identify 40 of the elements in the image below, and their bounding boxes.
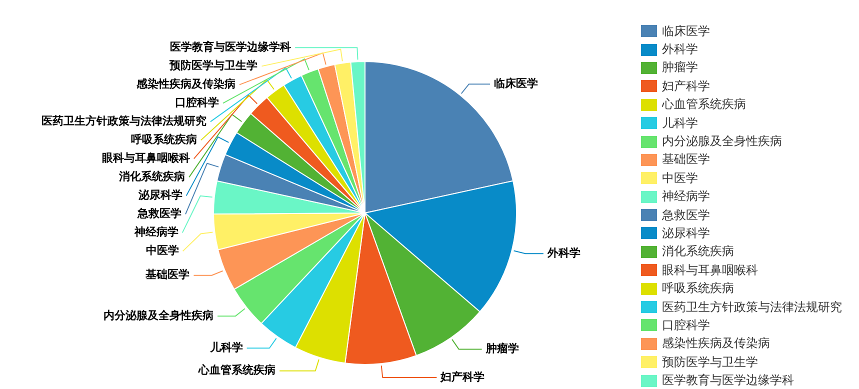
- legend-label: 临床医学: [662, 22, 710, 40]
- legend-label: 神经病学: [662, 188, 710, 206]
- slice-label: 眼科与耳鼻咽喉科: [102, 152, 190, 165]
- slice-label: 内分泌腺及全身性疾病: [104, 308, 214, 322]
- slice-label: 基础医学: [144, 268, 190, 282]
- legend-label: 消化系统疾病: [662, 243, 734, 260]
- slice-label: 急救医学: [136, 207, 182, 220]
- slice-label: 医药卫生方针政策与法律法规研究: [41, 114, 206, 128]
- slice-label: 外科学: [546, 246, 580, 260]
- slice-label: 消化系统疾病: [118, 170, 186, 184]
- legend-label: 妇产科学: [662, 78, 710, 95]
- legend-label: 肿瘤学: [662, 59, 698, 76]
- legend-label: 基础医学: [662, 151, 710, 168]
- slice-label: 泌尿科学: [137, 188, 182, 202]
- legend-label: 眼科与耳鼻咽喉科: [662, 262, 758, 279]
- legend-label: 呼吸系统疾病: [662, 280, 734, 298]
- slice-label: 妇产科学: [440, 370, 485, 384]
- legend-label: 儿科学: [662, 114, 698, 132]
- slice-label: 临床医学: [494, 77, 538, 90]
- slice-label: 呼吸系统疾病: [130, 133, 197, 146]
- slice-label: 预防医学与卫生学: [168, 59, 258, 72]
- legend-label: 急救医学: [662, 206, 710, 224]
- legend-label: 心血管系统疾病: [662, 96, 746, 114]
- slice-label: 儿科学: [208, 340, 243, 354]
- legend-label: 感染性疾病及传染病: [662, 335, 770, 352]
- legend-label: 预防医学与卫生学: [662, 354, 758, 371]
- slice-label: 感染性疾病及传染病: [135, 78, 236, 91]
- slice-label: 中医学: [146, 244, 179, 258]
- legend-label: 内分泌腺及全身性疾病: [662, 133, 782, 150]
- legend-label: 泌尿科学: [662, 224, 710, 242]
- slice-label: 神经病学: [133, 226, 178, 239]
- legend-label: 医药卫生方针政策与法律法规研究: [662, 298, 842, 316]
- slice-label: 心血管系统疾病: [198, 364, 276, 377]
- legend-label: 中医学: [662, 170, 698, 187]
- legend-label: 外科学: [662, 41, 698, 58]
- slice-label: 口腔科学: [175, 96, 220, 110]
- slice-label: 医学教育与医学边缘学科: [170, 40, 292, 54]
- legend-label: 医学教育与医学边缘学科: [662, 372, 794, 389]
- slice-label: 肿瘤学: [484, 342, 519, 356]
- legend-label: 口腔科学: [662, 316, 710, 334]
